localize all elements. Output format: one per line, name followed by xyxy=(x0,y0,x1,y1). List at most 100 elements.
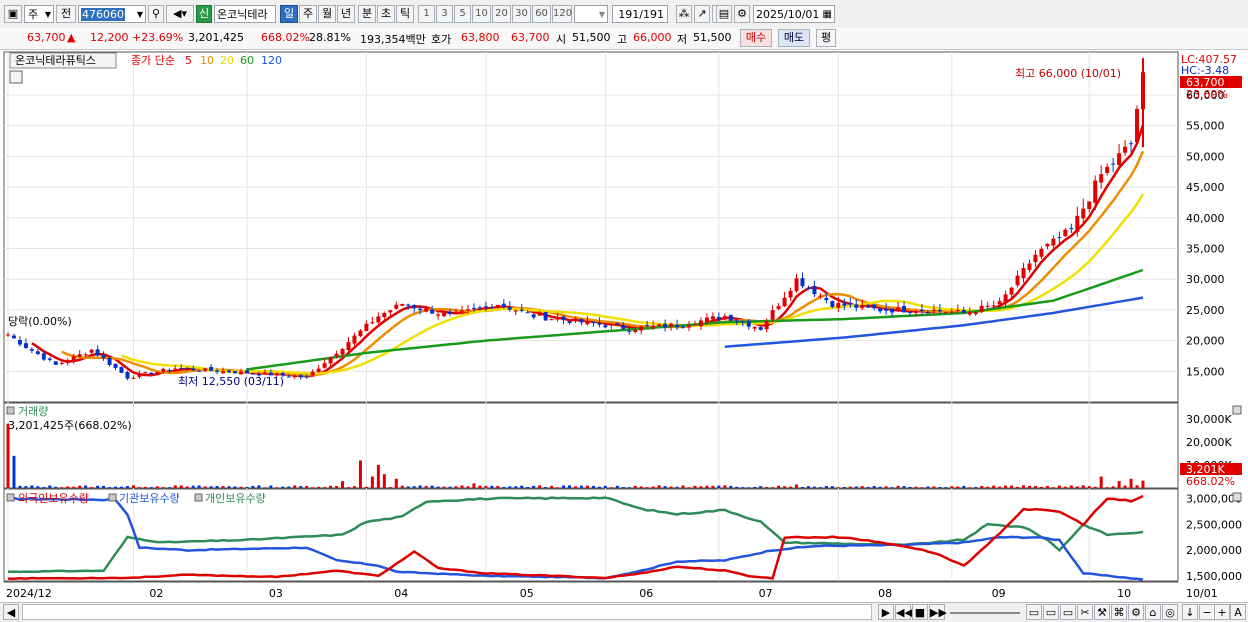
tool-c-icon[interactable]: ⌘ xyxy=(1111,604,1127,620)
candle-body xyxy=(663,323,668,328)
draw-icon[interactable]: ↗ xyxy=(694,5,710,23)
period-year[interactable]: 년 xyxy=(337,5,355,23)
period-day[interactable]: 일 xyxy=(280,5,298,23)
interval-30[interactable]: 30 xyxy=(512,5,531,23)
volume-bar xyxy=(723,485,727,488)
price-tick-label: 50,000 xyxy=(1186,150,1225,163)
tool-f-icon[interactable]: ◎ xyxy=(1162,604,1178,620)
candle-body xyxy=(454,311,459,315)
x-axis-label: 2024/12 xyxy=(6,587,52,600)
font-icon[interactable]: A xyxy=(1230,604,1246,620)
prev-button[interactable]: 전 xyxy=(56,5,76,23)
volume-bar xyxy=(812,486,816,488)
candle-body xyxy=(11,335,16,339)
tool-b-icon[interactable]: ⚒ xyxy=(1094,604,1110,620)
candle-body xyxy=(185,367,190,369)
legend-price-label: 종가 단순 xyxy=(131,54,175,67)
axes: 2024/12 02 03 04 05 06 07 08 09 10 10/01 xyxy=(4,581,1218,600)
date-input[interactable]: 2025/10/01 ▦ xyxy=(753,5,835,23)
period-tick[interactable]: 틱 xyxy=(396,5,414,23)
custom-interval-input[interactable]: ▼ xyxy=(574,5,608,23)
candle-body xyxy=(322,363,327,368)
holdings-panel-icon[interactable] xyxy=(6,493,15,502)
open-label: 시 xyxy=(556,33,567,46)
tool-d-icon[interactable]: ⚙ xyxy=(1128,604,1144,620)
flat-button[interactable]: 평 xyxy=(816,29,836,47)
interval-1[interactable]: 1 xyxy=(418,5,435,23)
volume-bar xyxy=(574,486,577,488)
volume-bar xyxy=(137,487,141,488)
zoom-slider[interactable] xyxy=(950,612,1020,614)
period-month[interactable]: 월 xyxy=(318,5,336,23)
grid-toggle-icon[interactable] xyxy=(9,70,23,84)
volume-bar xyxy=(96,485,100,488)
scroll-right-icon[interactable]: ▶ xyxy=(878,604,894,620)
layout-b-icon[interactable]: ▭ xyxy=(1043,604,1059,620)
volume-bar xyxy=(442,486,446,488)
interval-60[interactable]: 60 xyxy=(532,5,551,23)
layout-a-icon[interactable]: ▭ xyxy=(1026,604,1042,620)
volume-bar xyxy=(6,423,10,488)
scroll-track[interactable] xyxy=(22,604,872,620)
candle-body xyxy=(776,306,781,310)
legend-ma5: 5 xyxy=(185,54,192,67)
sell-button[interactable]: 매도 xyxy=(778,29,810,47)
open-price: 51,500 xyxy=(572,31,611,44)
chevron-down-icon: ▼ xyxy=(136,10,143,19)
stock-chart[interactable]: 15,000 20,000 25,000 30,000 35,000 40,000 45,0… xyxy=(0,50,1248,602)
x-axis-label: 06 xyxy=(639,587,653,600)
market-select[interactable]: 주 ▼ xyxy=(24,5,54,23)
volume-panel-icon[interactable] xyxy=(6,406,15,415)
interval-3[interactable]: 3 xyxy=(436,5,453,23)
volume-value: 3,201,425 xyxy=(188,31,244,44)
volume-bar xyxy=(36,486,40,488)
candle-body xyxy=(179,367,184,369)
forward-icon[interactable]: ▶▶ xyxy=(929,604,947,620)
layout-icon[interactable]: ▣ xyxy=(4,5,22,23)
reset-icon[interactable]: ⁂ xyxy=(676,5,692,23)
period-second[interactable]: 초 xyxy=(377,5,395,23)
volume-bar xyxy=(311,487,315,488)
candle-body xyxy=(860,304,865,309)
interval-20[interactable]: 20 xyxy=(492,5,511,23)
volume-bar xyxy=(149,487,153,488)
save-icon[interactable]: ▤ xyxy=(716,5,732,23)
code-input[interactable]: 476060 ▼ xyxy=(78,5,146,23)
interval-10[interactable]: 10 xyxy=(472,5,491,23)
volume-bar xyxy=(1051,487,1055,488)
volume-bar xyxy=(1016,486,1020,488)
layout-c-icon[interactable]: ▭ xyxy=(1060,604,1076,620)
holdings-close-icon[interactable] xyxy=(1232,492,1242,502)
buy-button[interactable]: 매수 xyxy=(740,29,772,47)
candle-body xyxy=(848,303,853,305)
volume-bar xyxy=(347,487,350,488)
volume-bar xyxy=(1093,486,1097,488)
holding-tick-label: 3,000,000 xyxy=(1186,493,1242,506)
candle-body xyxy=(215,370,220,372)
candle-body xyxy=(394,304,399,309)
period-week[interactable]: 주 xyxy=(299,5,317,23)
candle-body xyxy=(812,285,817,295)
calendar-icon[interactable]: ▦ xyxy=(822,9,832,20)
volume-bar xyxy=(215,486,219,488)
gear-icon[interactable]: ⚙ xyxy=(734,5,750,23)
legend-name-box[interactable] xyxy=(9,52,117,69)
interval-120[interactable]: 120 xyxy=(552,5,572,23)
scroll-left-icon[interactable]: ◀ xyxy=(3,604,19,620)
candle-body xyxy=(477,307,482,309)
zoom-out-icon[interactable]: ↓ xyxy=(1182,604,1198,620)
search-icon[interactable]: ⚲ xyxy=(148,5,164,23)
stock-name-field[interactable]: 온코닉테라 xyxy=(214,5,276,23)
speaker-icon[interactable]: ◀▾ xyxy=(166,5,194,23)
volume-bar xyxy=(293,485,297,488)
period-minute[interactable]: 분 xyxy=(358,5,376,23)
plus-icon[interactable]: + xyxy=(1214,604,1230,620)
tool-a-icon[interactable]: ✂ xyxy=(1077,604,1093,620)
tool-e-icon[interactable]: ⌂ xyxy=(1145,604,1161,620)
interval-5[interactable]: 5 xyxy=(454,5,471,23)
volume-close-icon[interactable] xyxy=(1232,405,1242,415)
stop-icon[interactable]: ■ xyxy=(912,604,928,620)
minus-icon[interactable]: − xyxy=(1199,604,1215,620)
count-field[interactable]: 191/191 xyxy=(612,5,668,23)
rewind-icon[interactable]: ◀◀ xyxy=(895,604,913,620)
